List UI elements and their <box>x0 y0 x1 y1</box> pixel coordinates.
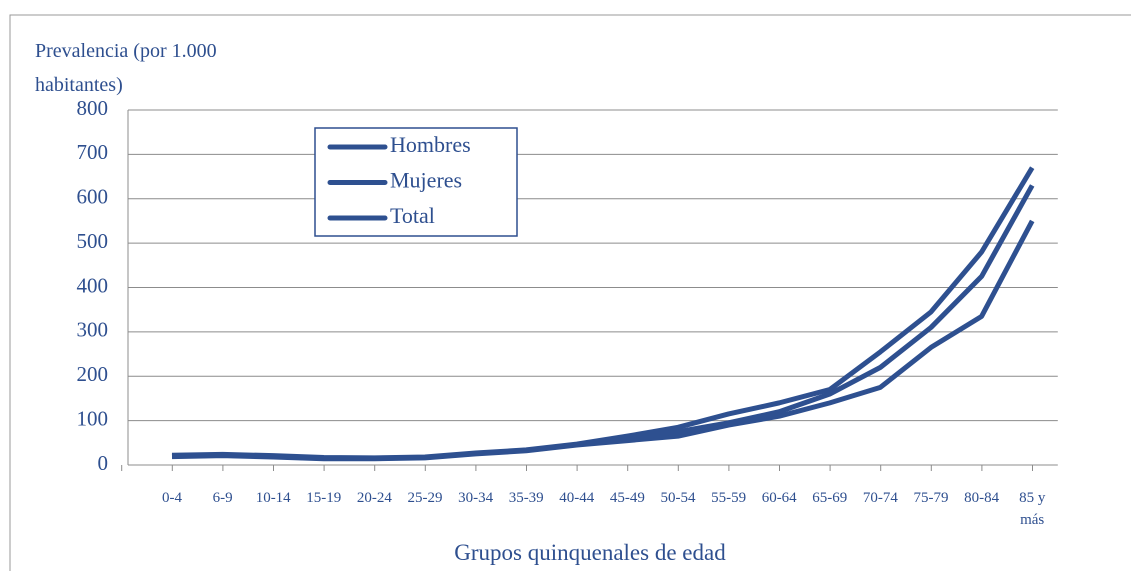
chart-border <box>9 14 1131 571</box>
x-tick-label: 75-79 <box>913 490 949 506</box>
x-tick-label: 20-24 <box>356 490 392 506</box>
x-tick-label: 15-19 <box>306 490 342 506</box>
y-tick-label: 500 <box>77 229 109 253</box>
x-tick-label: 50-54 <box>660 490 696 506</box>
x-tick-label: 10-14 <box>255 490 291 506</box>
y-tick-label: 0 <box>98 451 109 475</box>
x-tick-label: 40-44 <box>559 490 595 506</box>
legend-label: Hombres <box>390 132 471 157</box>
x-tick-label: 85 y más <box>1019 490 1046 528</box>
y-tick-label: 300 <box>77 318 109 342</box>
x-tick-label: 35-39 <box>508 490 544 506</box>
x-tick-label: 70-74 <box>862 490 898 506</box>
x-tick-label: 45-49 <box>609 490 645 506</box>
y-tick-label: 200 <box>77 362 109 386</box>
legend-label: Mujeres <box>390 168 462 193</box>
x-tick-label: 80-84 <box>964 490 1000 506</box>
y-axis-title: Prevalencia (por 1.000 habitantes) <box>35 40 217 96</box>
x-tick-label: 30-34 <box>458 490 494 506</box>
y-tick-label: 700 <box>77 140 109 164</box>
y-tick-label: 100 <box>77 406 109 430</box>
series-line <box>171 184 1035 461</box>
y-tick-label: 800 <box>77 96 109 120</box>
x-axis-title: Grupos quinquenales de edad <box>454 540 726 565</box>
x-tick-label: 6-9 <box>212 490 233 506</box>
y-tick-label: 600 <box>77 185 109 209</box>
y-tick-label: 400 <box>77 273 109 297</box>
x-tick-label: 55-59 <box>711 490 747 506</box>
x-tick-label: 65-69 <box>812 490 848 506</box>
series-line <box>171 166 1035 461</box>
x-tick-label: 25-29 <box>407 490 443 506</box>
legend-label: Total <box>390 203 435 228</box>
x-tick-label: 0-4 <box>161 490 182 506</box>
series-line <box>171 219 1035 462</box>
x-tick-label: 60-64 <box>761 490 797 506</box>
